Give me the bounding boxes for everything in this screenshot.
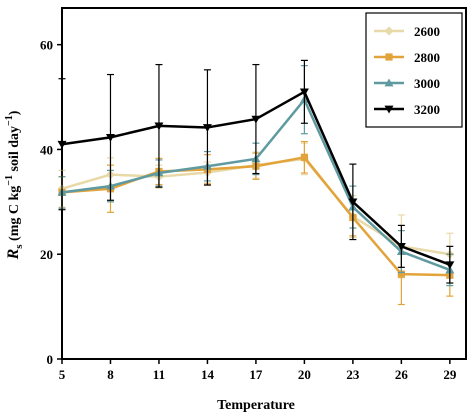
y-axis-units-pre: (mg C kg [7, 186, 22, 245]
data-point [251, 115, 261, 124]
y-axis-units-sup: −1 [4, 175, 15, 186]
x-tick-label: 8 [107, 367, 114, 382]
series-3200 [57, 59, 455, 284]
y-axis-units-mid: soil day [7, 126, 22, 175]
legend-label: 2600 [414, 24, 440, 39]
legend-marker [384, 105, 394, 114]
y-axis-units-sup2: −1 [4, 115, 15, 126]
data-point [299, 88, 309, 97]
y-axis-symbol: R [5, 248, 22, 260]
x-tick-label: 26 [395, 367, 409, 382]
axes: 5 8 11 14 17 20 23 26 29 0 20 40 60 [40, 7, 467, 382]
data-point [396, 242, 406, 251]
y-tick-label: 40 [40, 142, 53, 157]
y-tick-label: 60 [40, 38, 53, 53]
legend-label: 2800 [414, 50, 440, 65]
x-tick-label: 23 [346, 367, 360, 382]
data-point [57, 140, 67, 149]
data-point [154, 122, 164, 131]
x-tick-label: 17 [249, 367, 263, 382]
x-tick-label: 29 [443, 367, 457, 382]
y-tick-label: 20 [40, 247, 53, 262]
legend-label: 3200 [414, 102, 440, 117]
data-point [348, 198, 358, 207]
legend-label: 3000 [414, 76, 440, 91]
data-point [300, 153, 308, 161]
y-axis-units-post: ) [7, 110, 22, 115]
x-tick-label: 14 [201, 367, 215, 382]
x-tick-label: 11 [153, 367, 165, 382]
y-axis-subscript: s [13, 244, 25, 249]
x-tick-label: 20 [298, 367, 311, 382]
data-point [105, 134, 115, 142]
legend-marker [384, 26, 394, 36]
legend-marker [385, 53, 393, 61]
x-axis-title: Temperature [217, 398, 295, 413]
x-tick-label: 5 [59, 367, 66, 382]
data-point [445, 261, 455, 270]
legend: 2600 2800 3000 3200 [365, 12, 463, 128]
legend-marker [384, 78, 394, 87]
data-point [202, 124, 212, 132]
data-point [397, 270, 405, 278]
series-layer [57, 59, 455, 306]
y-axis-title: Rs (mg C kg−1 soil day−1) [4, 110, 25, 260]
y-tick-label: 0 [47, 352, 54, 367]
